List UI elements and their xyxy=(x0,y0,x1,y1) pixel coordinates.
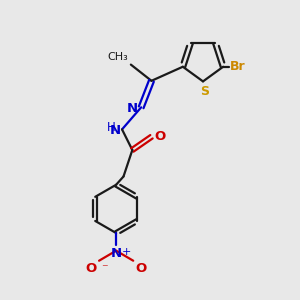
Text: CH₃: CH₃ xyxy=(107,52,128,62)
Text: O: O xyxy=(136,262,147,275)
Text: +: + xyxy=(122,247,131,256)
Text: H: H xyxy=(107,121,116,134)
Text: N: N xyxy=(110,124,121,137)
Text: Br: Br xyxy=(230,60,245,73)
Text: O: O xyxy=(154,130,166,143)
Text: ⁻: ⁻ xyxy=(101,262,107,275)
Text: N: N xyxy=(127,102,138,115)
Text: O: O xyxy=(85,262,97,275)
Text: N: N xyxy=(111,247,122,260)
Text: S: S xyxy=(200,85,209,98)
